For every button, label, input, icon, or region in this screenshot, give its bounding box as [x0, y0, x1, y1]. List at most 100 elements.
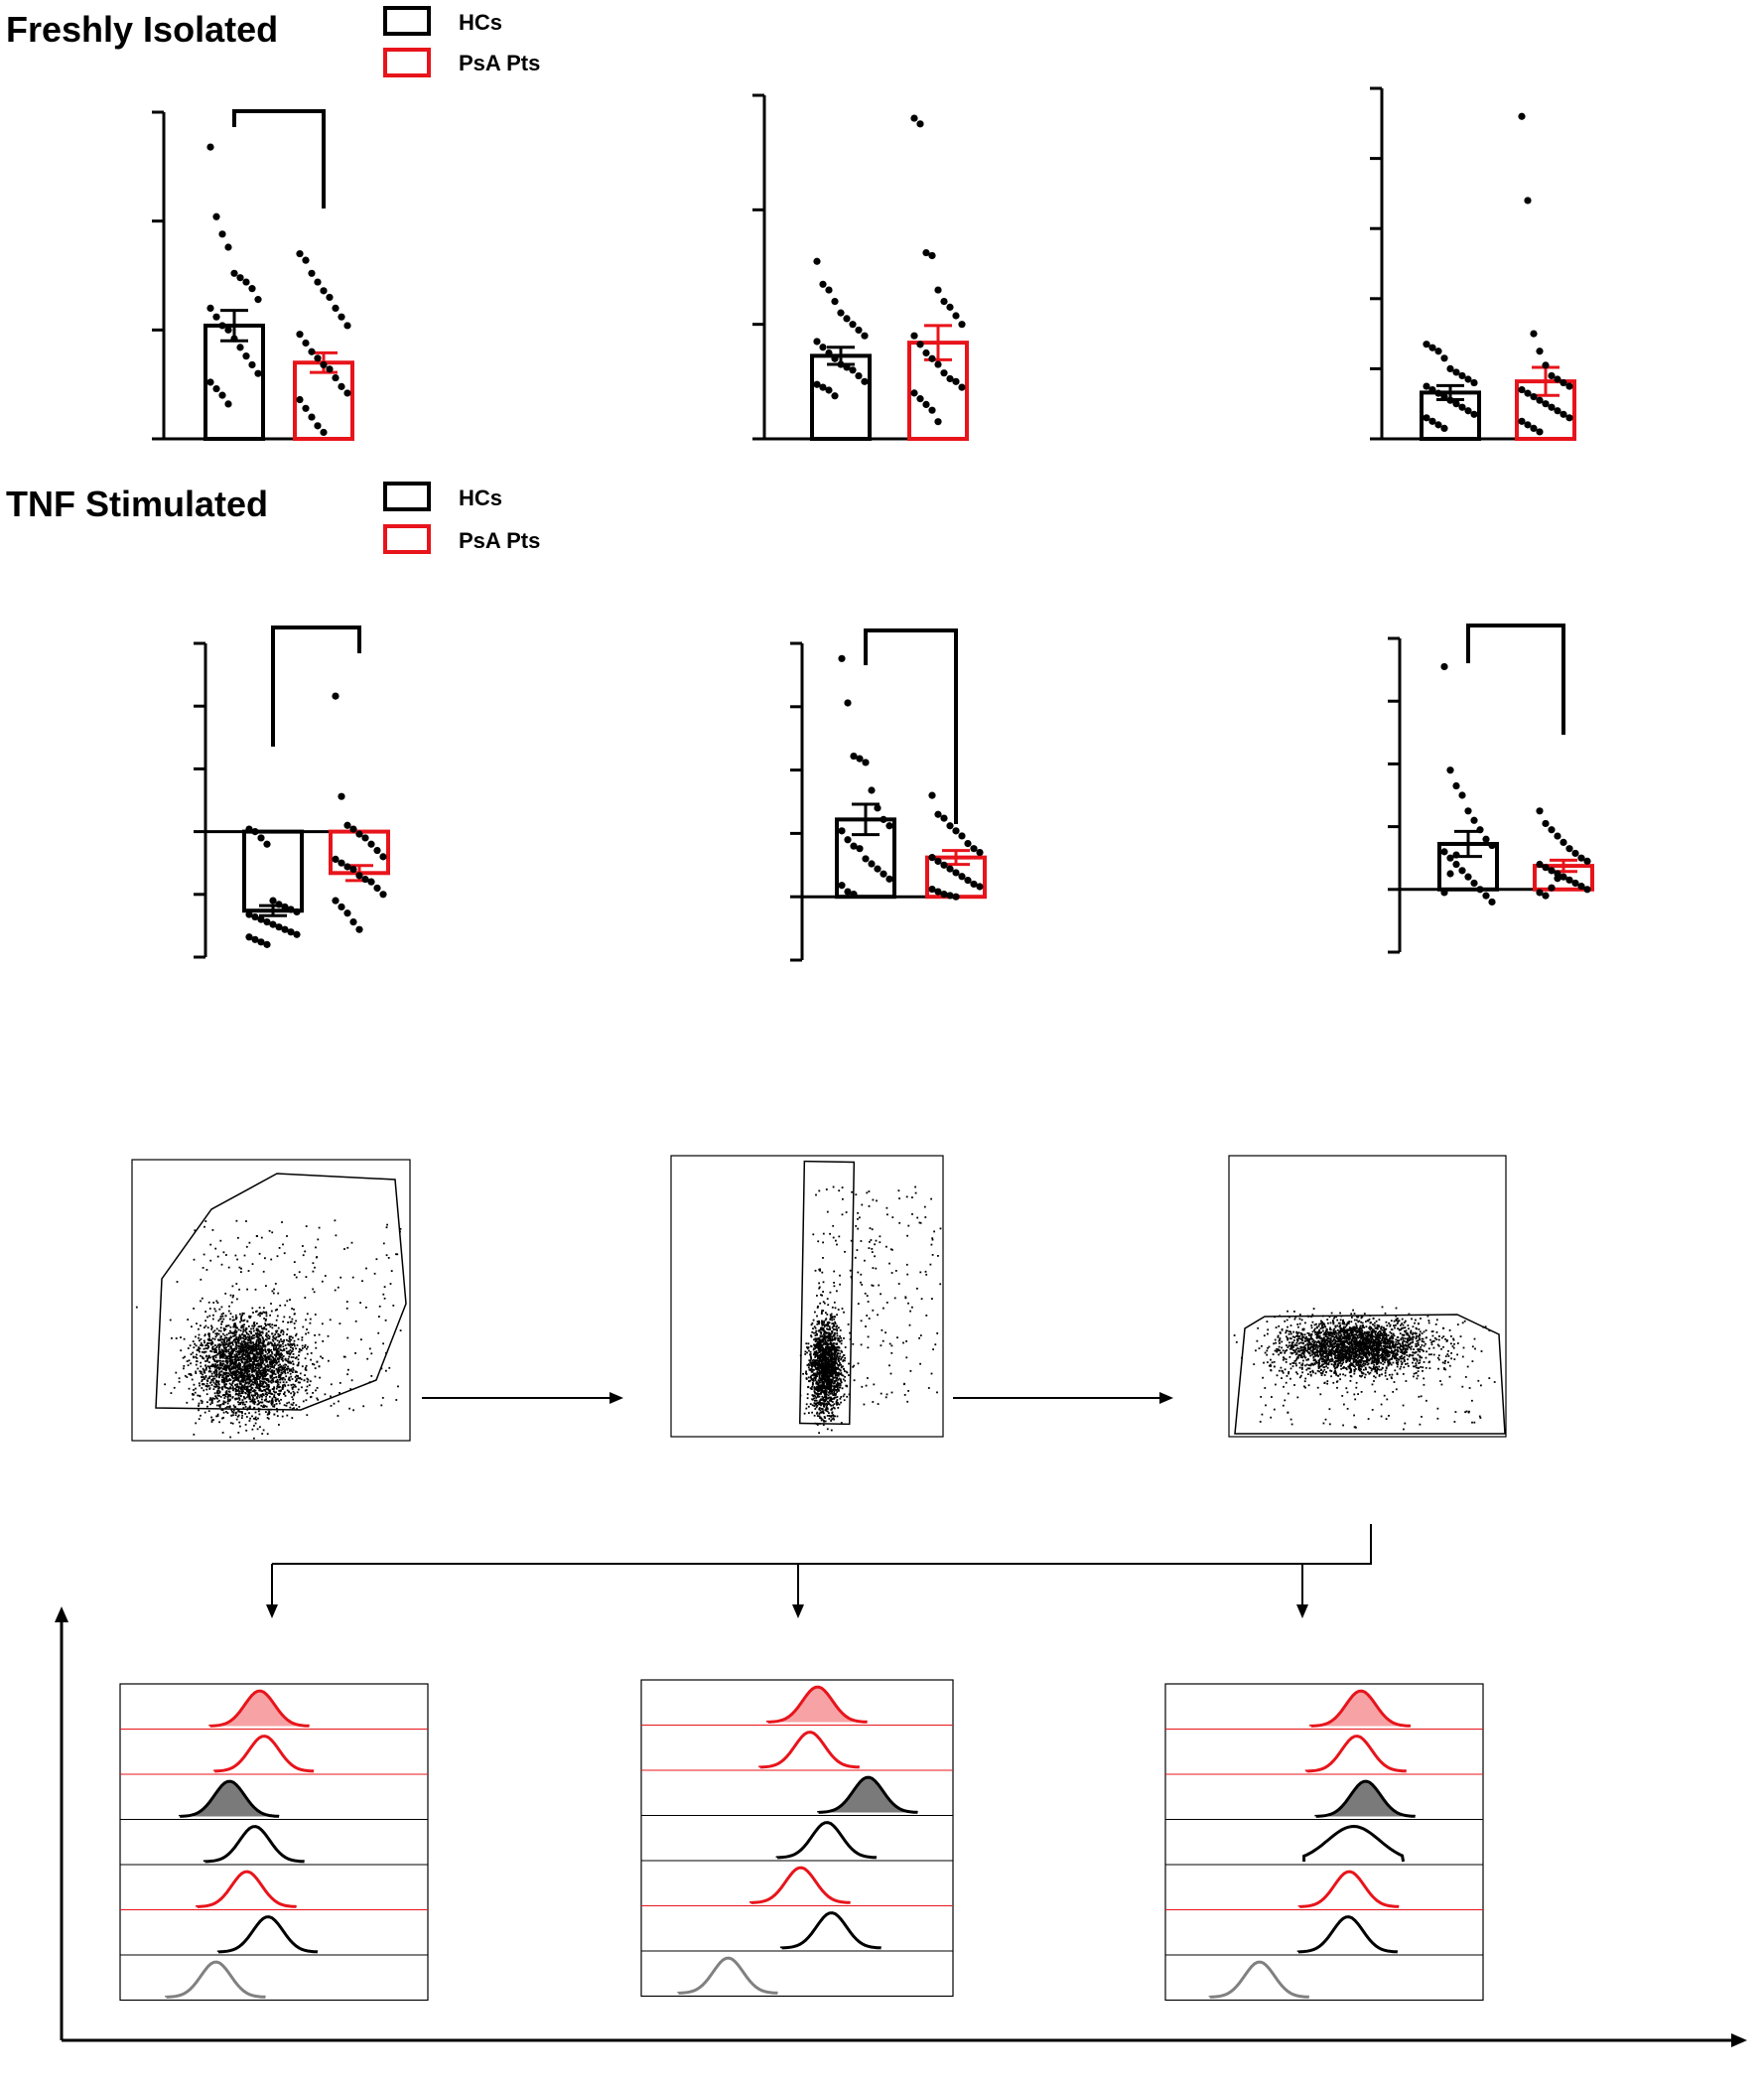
event-dot — [241, 1342, 244, 1345]
event-dot — [198, 1327, 200, 1330]
event-dot — [816, 1354, 819, 1357]
event-dot — [213, 1358, 215, 1361]
event-dot — [260, 1313, 263, 1315]
event-dot — [255, 1384, 258, 1387]
event-dot — [235, 1336, 238, 1338]
event-dot — [267, 1369, 270, 1372]
data-point — [1476, 886, 1484, 894]
data-point — [275, 901, 283, 908]
event-dot — [220, 1335, 222, 1338]
event-dot — [244, 1327, 247, 1330]
event-dot — [815, 1359, 817, 1361]
data-point — [326, 293, 334, 302]
event-dot — [247, 1270, 250, 1272]
event-dot — [826, 1400, 829, 1403]
event-dot — [223, 1397, 226, 1399]
event-dot — [273, 1365, 275, 1368]
event-dot — [246, 1369, 249, 1372]
event-dot — [298, 1354, 300, 1357]
event-dot — [222, 1332, 224, 1335]
event-dot — [836, 1368, 838, 1370]
event-dot — [836, 1327, 838, 1330]
event-dot — [242, 1348, 245, 1351]
event-dot — [276, 1371, 279, 1373]
event-dot — [821, 1384, 823, 1387]
event-dot — [215, 1359, 218, 1362]
event-dot — [171, 1337, 173, 1339]
event-dot — [245, 1348, 248, 1350]
event-dot — [253, 1407, 255, 1409]
event-dot — [269, 1395, 271, 1398]
event-dot — [829, 1385, 832, 1388]
event-dot — [218, 1318, 221, 1321]
plot-frame — [131, 1159, 411, 1442]
event-dot — [229, 1360, 232, 1363]
event-dot — [211, 1340, 213, 1343]
event-dot — [225, 1333, 228, 1336]
event-dot — [245, 1378, 248, 1381]
legend-label-hcs-2: HCs — [459, 486, 502, 510]
event-dot — [834, 1415, 836, 1418]
event-dot — [833, 1347, 836, 1350]
event-dot — [227, 1332, 230, 1334]
event-dot — [297, 1358, 300, 1361]
event-dot — [200, 1278, 203, 1281]
event-dot — [204, 1220, 207, 1222]
event-dot — [324, 1393, 327, 1396]
event-dot — [347, 1368, 349, 1371]
event-dot — [234, 1329, 237, 1331]
event-dot — [293, 1407, 295, 1410]
event-dot — [222, 1380, 224, 1382]
event-dot — [270, 1341, 272, 1344]
data-point — [844, 836, 852, 844]
event-dot — [826, 1386, 828, 1389]
event-dot — [281, 1356, 284, 1359]
event-dot — [227, 1364, 229, 1367]
bar-panel-c — [1370, 86, 1576, 441]
event-dot — [198, 1402, 201, 1405]
event-dot — [280, 1371, 283, 1374]
event-dot — [813, 1353, 815, 1356]
event-dot — [274, 1391, 276, 1394]
data-point — [332, 692, 339, 700]
event-dot — [838, 1326, 840, 1329]
event-dot — [291, 1408, 294, 1410]
event-dot — [235, 1352, 238, 1355]
event-dot — [229, 1331, 232, 1334]
event-dot — [309, 1318, 312, 1321]
event-dot — [227, 1395, 229, 1398]
event-dot — [307, 1331, 310, 1334]
event-dot — [209, 1356, 211, 1359]
event-dot — [201, 1380, 204, 1383]
event-dot — [183, 1337, 186, 1340]
event-dot — [834, 1346, 837, 1349]
event-dot — [221, 1349, 223, 1352]
event-dot — [828, 1382, 831, 1385]
event-dot — [211, 1337, 214, 1340]
event-dot — [187, 1347, 190, 1349]
event-dot — [830, 1362, 833, 1365]
event-dot — [197, 1348, 199, 1351]
event-dot — [267, 1342, 269, 1345]
event-dot — [289, 1353, 292, 1356]
event-dot — [824, 1396, 826, 1398]
event-dot — [833, 1316, 836, 1318]
event-dot — [290, 1375, 293, 1378]
event-dot — [827, 1304, 830, 1307]
event-dot — [234, 1363, 236, 1365]
event-dot — [275, 1368, 278, 1370]
event-dot — [242, 1379, 245, 1382]
event-dot — [247, 1346, 250, 1349]
event-dot — [252, 1366, 254, 1368]
event-dot — [253, 1389, 256, 1391]
event-dot — [309, 1322, 312, 1324]
event-dot — [227, 1348, 230, 1351]
event-dot — [266, 1373, 269, 1375]
event-dot — [198, 1382, 201, 1385]
event-dot — [831, 1316, 834, 1319]
event-dot — [281, 1388, 284, 1390]
data-point — [837, 309, 845, 317]
event-dot — [823, 1420, 825, 1423]
event-dot — [257, 1417, 259, 1420]
data-point — [332, 304, 339, 312]
